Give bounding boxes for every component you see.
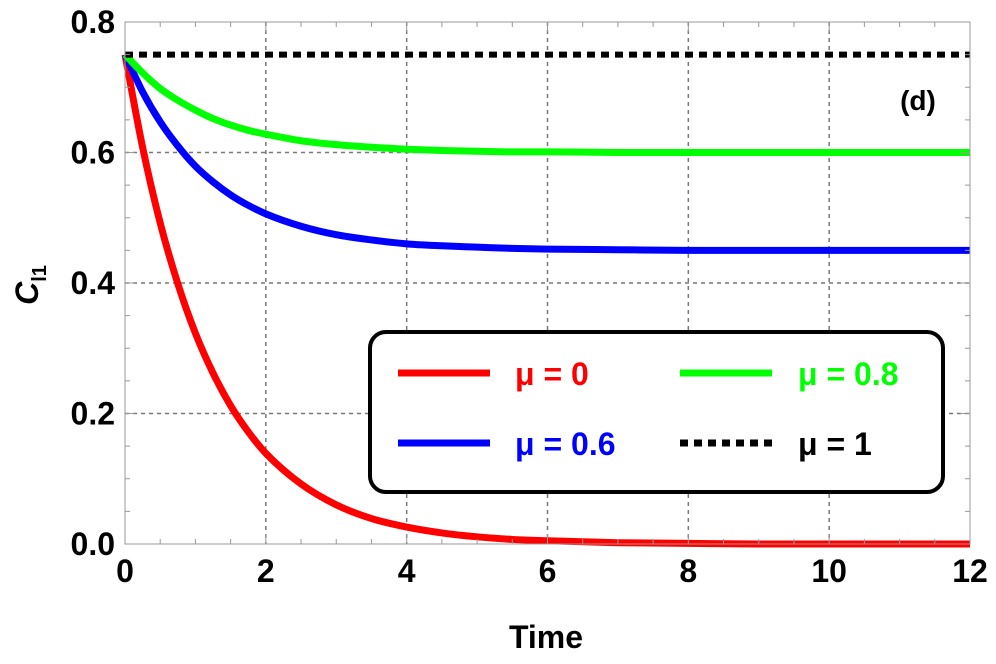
legend-box <box>368 330 945 494</box>
legend-label-1: μ = 0.6 <box>515 426 616 462</box>
legend-label-0: μ = 0 <box>515 356 589 392</box>
y-axis-label-sub: l1 <box>29 265 51 282</box>
x-tick-label: 0 <box>116 553 134 589</box>
x-tick-label: 12 <box>952 553 988 589</box>
x-tick-label: 4 <box>398 553 416 589</box>
series-line-1 <box>121 53 970 254</box>
y-tick-label: 0.4 <box>71 265 116 301</box>
y-axis-label-main: C <box>9 281 45 305</box>
y-tick-label: 0.8 <box>71 4 115 40</box>
x-tick-label: 10 <box>811 553 847 589</box>
y-tick-label: 0.6 <box>71 135 115 171</box>
ticks: 0 2 4 6 8 10 12 0.0 0.2 0.4 0.6 0.8 <box>71 4 988 589</box>
panel-label: (d) <box>900 85 936 116</box>
x-axis-label: Time <box>509 619 583 655</box>
y-tick-label: 0.0 <box>71 526 115 562</box>
x-tick-label: 6 <box>539 553 557 589</box>
y-tick-label: 0.2 <box>71 396 115 432</box>
legend: μ = 0 μ = 0.8 μ = 0.6 μ = 1 <box>368 330 945 494</box>
series-line-2 <box>122 52 970 157</box>
y-axis-label: Cl1 <box>9 265 51 305</box>
legend-label-2: μ = 0.8 <box>798 356 899 392</box>
x-tick-label: 2 <box>257 553 275 589</box>
x-tick-label: 8 <box>679 553 697 589</box>
legend-label-3: μ = 1 <box>798 426 872 462</box>
svg-text:Cl1: Cl1 <box>9 265 51 305</box>
